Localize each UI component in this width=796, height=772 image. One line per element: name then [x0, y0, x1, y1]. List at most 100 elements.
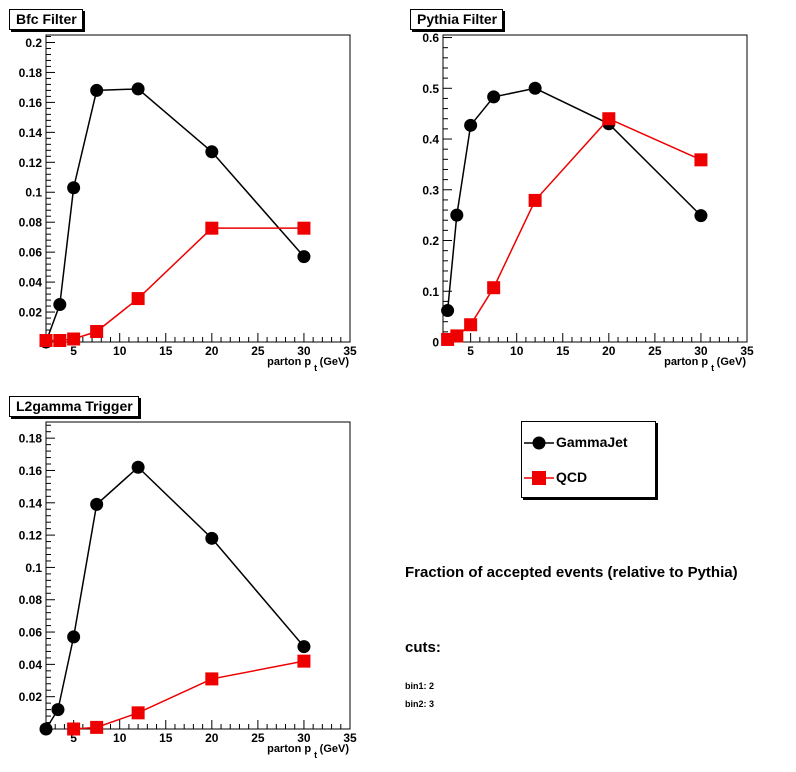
pythia-gammajet-point	[450, 208, 464, 222]
bfc-ytick-label: 0.14	[19, 126, 43, 140]
bfc-ytick-label: 0.06	[19, 246, 43, 260]
pythia-xtick-label: 30	[694, 344, 708, 358]
l2-chart: 0.02 0.04 0.06 0.08 0.1 0.12 0.14 0.16 0.18 5 10 15…	[19, 421, 357, 760]
l2-ytick-label: 0.06	[19, 626, 43, 640]
bfc-qcd-point	[90, 325, 104, 339]
pythia-panel-title: Pythia Filter	[410, 9, 504, 30]
gammajet-marker-icon	[524, 436, 554, 450]
legend-entry-qcd: QCD	[522, 463, 655, 493]
legend-label-qcd: QCD	[556, 469, 588, 485]
pythia-qcd-point	[602, 112, 616, 126]
l2-ytick-label: 0.18	[19, 432, 43, 446]
l2-plot-frame	[45, 421, 351, 730]
pythia-ytick-label: 0.1	[422, 285, 439, 299]
pythia-ytick-label: 0.4	[422, 133, 439, 147]
pythia-qcd-point	[528, 193, 542, 207]
l2-panel-title: L2gamma Trigger	[9, 396, 139, 417]
bfc-ytick-label: 0.16	[19, 96, 43, 110]
l2-xtick-label: 5	[70, 731, 77, 745]
pythia-qcd-line	[447, 117, 702, 341]
l2-ytick-label: 0.08	[19, 593, 43, 607]
pythia-gammajet-point	[487, 90, 501, 104]
pythia-gammajet-point	[694, 209, 708, 223]
l2-xtick-label: 10	[113, 731, 127, 745]
pythia-xtick-label: 15	[556, 344, 570, 358]
bfc-qcd-point	[67, 332, 81, 346]
pythia-xtick-label: 5	[467, 344, 474, 358]
bfc-ytick-label: 0.08	[19, 216, 43, 230]
bin1-text: bin1: 2	[405, 681, 435, 691]
pythia-ytick-label: 0.3	[422, 183, 439, 197]
pythia-ytick-label: 0	[432, 336, 439, 350]
l2-xaxis-label: parton p t (GeV)	[267, 743, 349, 760]
bfc-ytick-label: 0.1	[25, 186, 42, 200]
bfc-gammajet-point	[90, 83, 104, 97]
bfc-gammajet-line	[45, 88, 305, 343]
bfc-qcd-point	[39, 334, 53, 348]
legend-label-gammajet: GammaJet	[556, 434, 628, 450]
pythia-qcd-point	[450, 329, 464, 343]
bfc-qcd-point	[131, 292, 145, 306]
pythia-qcd-point	[464, 318, 478, 332]
pythia-gammajet-point	[441, 304, 455, 318]
pythia-gammajet-point	[464, 118, 478, 132]
bfc-xtick-label: 5	[70, 344, 77, 358]
bfc-xtick-label: 20	[205, 344, 219, 358]
l2-xtick-label: 25	[251, 731, 265, 745]
bfc-ytick-label: 0.12	[19, 156, 43, 170]
l2-ytick-label: 0.04	[19, 658, 43, 672]
bfc-ytick-label: 0.04	[19, 276, 43, 290]
bfc-gammajet-point	[205, 145, 219, 159]
bfc-qcd-point	[205, 221, 219, 235]
bfc-chart: 0.02 0.04 0.06 0.08 0.1 0.12 0.14 0.16 0.18 0.2 5 1…	[19, 34, 357, 373]
bfc-qcd-point	[53, 334, 67, 348]
pythia-ytick-label: 0.2	[422, 234, 439, 248]
l2-gammajet-line	[45, 466, 305, 730]
pythia-xtick-label: 35	[740, 344, 754, 358]
bfc-gammajet-point	[297, 250, 311, 264]
bfc-qcd-line	[46, 227, 304, 342]
bfc-xtick-label: 30	[297, 344, 311, 358]
l2-gammajet-point	[205, 531, 219, 545]
cuts-heading: cuts:	[405, 639, 441, 656]
bfc-xaxis-label: parton p t (GeV)	[267, 356, 349, 373]
pythia-ytick-label: 0.5	[422, 82, 439, 96]
l2-xtick-label: 30	[297, 731, 311, 745]
legend-entry-gammajet: GammaJet	[522, 428, 655, 458]
l2-gammajet-point	[90, 497, 104, 511]
pythia-xaxis-label: parton p t (GeV)	[664, 356, 746, 373]
l2-xtick-label: 20	[205, 731, 219, 745]
l2-qcd-point	[131, 706, 145, 720]
l2-qcd-point	[205, 672, 219, 686]
l2-gammajet-point	[51, 703, 65, 717]
bfc-gammajet-point	[53, 298, 67, 312]
l2-qcd-point	[67, 722, 81, 736]
l2-xtick-label: 15	[159, 731, 173, 745]
bfc-gammajet-point	[131, 82, 145, 96]
bfc-ytick-label: 0.18	[19, 66, 43, 80]
l2-qcd-point	[90, 720, 104, 734]
l2-qcd-point	[297, 654, 311, 668]
pythia-ytick-label: 0.6	[422, 31, 439, 45]
l2-gammajet-point	[131, 460, 145, 474]
legend: GammaJet QCD	[521, 421, 656, 498]
pythia-qcd-point	[487, 281, 501, 295]
bin2-text: bin2: 3	[405, 699, 435, 709]
l2-gammajet-point	[297, 640, 311, 654]
bfc-xtick-label: 15	[159, 344, 173, 358]
l2-ytick-label: 0.16	[19, 464, 43, 478]
l2-ytick-label: 0.02	[19, 690, 43, 704]
bfc-xtick-label: 25	[251, 344, 265, 358]
l2-xtick-label: 35	[343, 731, 357, 745]
pythia-xtick-label: 25	[648, 344, 662, 358]
l2-ytick-label: 0.12	[19, 529, 43, 543]
pythia-gammajet-point	[528, 81, 542, 95]
bfc-qcd-point	[297, 221, 311, 235]
qcd-marker-icon	[524, 471, 554, 485]
note-fraction-title: Fraction of accepted events (relative to…	[405, 564, 738, 581]
bfc-ytick-label: 0.2	[25, 36, 42, 50]
bfc-ytick-label: 0.02	[19, 306, 43, 320]
pythia-xtick-label: 10	[510, 344, 524, 358]
bfc-plot-frame	[45, 34, 351, 343]
